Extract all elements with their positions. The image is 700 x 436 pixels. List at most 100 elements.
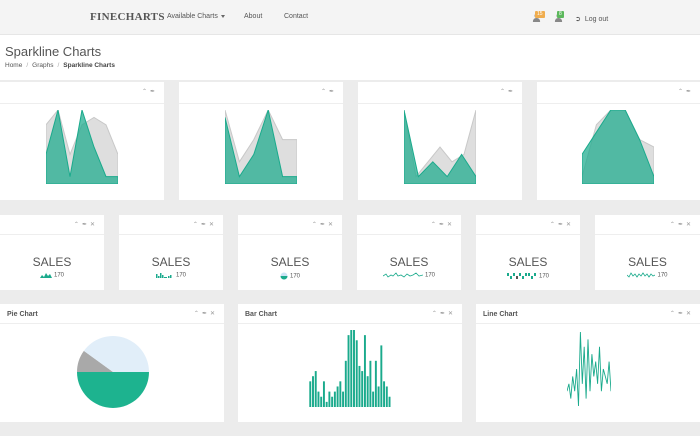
nav-about[interactable]: About xyxy=(244,13,263,20)
settings-icon[interactable]: ✒ xyxy=(677,222,686,228)
sales-stat: 170 xyxy=(0,272,104,279)
pie-slice xyxy=(83,336,149,372)
collapse-icon[interactable]: ⌃ xyxy=(311,222,320,228)
mini-tristate-sparkline xyxy=(506,273,536,279)
collapse-icon[interactable]: ⌃ xyxy=(430,222,439,228)
logout-icon: ➲ xyxy=(575,16,581,23)
settings-icon[interactable]: ✒ xyxy=(319,222,328,228)
sales-widget-4: ⌃✒✕ SALES 170 xyxy=(357,215,461,290)
bar xyxy=(361,371,364,407)
close-icon[interactable]: ✕ xyxy=(685,311,694,317)
close-icon[interactable]: ✕ xyxy=(565,222,574,228)
bar xyxy=(363,335,366,407)
panel-tools: ⌃✒✕ xyxy=(193,221,217,228)
notification-badge-green: 8 xyxy=(557,11,564,18)
settings-icon[interactable]: ✒ xyxy=(677,311,686,317)
settings-icon[interactable]: ✒ xyxy=(507,89,516,95)
settings-icon[interactable]: ✒ xyxy=(439,311,448,317)
sales-label: SALES xyxy=(151,255,191,269)
collapse-icon[interactable]: ⌃ xyxy=(431,311,440,317)
sales-value: 170 xyxy=(53,272,64,279)
pie-chart-panel: Pie Chart ⌃✒✕ xyxy=(0,304,224,422)
area-chart-2 xyxy=(225,110,297,184)
settings-icon[interactable]: ✒ xyxy=(200,222,209,228)
bar xyxy=(320,396,323,407)
bar xyxy=(366,376,369,407)
area-series-teal xyxy=(46,110,118,184)
collapse-icon[interactable]: ⌃ xyxy=(669,311,678,317)
bar xyxy=(317,391,320,407)
logout-link[interactable]: ➲ Log out xyxy=(575,15,608,23)
line-chart xyxy=(567,332,611,406)
pie-slice xyxy=(77,350,113,372)
bar xyxy=(339,381,342,407)
notification-badge-orange: 15 xyxy=(535,11,545,18)
bar xyxy=(385,386,388,407)
breadcrumb-graphs[interactable]: Graphs xyxy=(32,62,54,69)
caret-down-icon xyxy=(220,14,225,18)
mini-bar-sparkline xyxy=(155,273,172,278)
panel-header: ⌃✒✕ xyxy=(595,215,700,235)
collapse-icon[interactable]: ⌃ xyxy=(669,222,678,228)
sales-stat: 170 xyxy=(476,272,580,280)
sales-label: SALES xyxy=(32,255,72,269)
close-icon[interactable]: ✕ xyxy=(685,222,694,228)
close-icon[interactable]: ✕ xyxy=(327,222,336,228)
bar-chart xyxy=(309,330,391,407)
close-icon[interactable]: ✕ xyxy=(209,311,218,317)
area-chart-3 xyxy=(404,110,476,184)
close-icon[interactable]: ✕ xyxy=(447,311,456,317)
panel-header: Pie Chart ⌃✒✕ xyxy=(0,304,224,324)
panel-header: ⌃✒✕ xyxy=(357,215,461,235)
page-title: Sparkline Charts xyxy=(5,44,102,59)
settings-icon[interactable]: ✒ xyxy=(557,222,566,228)
collapse-icon[interactable]: ⌃ xyxy=(73,222,82,228)
close-icon[interactable]: ✕ xyxy=(446,222,455,228)
bar xyxy=(374,360,377,407)
bar xyxy=(377,386,380,407)
collapse-icon[interactable]: ⌃ xyxy=(193,311,202,317)
line-chart-panel: Line Chart ⌃✒✕ xyxy=(476,304,700,422)
panel-tools: ⌃✒✕ xyxy=(670,221,694,228)
mini-area-sparkline xyxy=(39,273,52,278)
logout-label: Log out xyxy=(584,16,609,23)
bar xyxy=(325,401,328,407)
sales-widget-5: ⌃✒✕ SALES 170 xyxy=(476,215,580,290)
panel-header: Bar Chart ⌃✒✕ xyxy=(238,304,462,324)
settings-icon[interactable]: ✒ xyxy=(81,222,90,228)
collapse-icon[interactable]: ⌃ xyxy=(320,89,329,95)
collapse-icon[interactable]: ⌃ xyxy=(192,222,201,228)
panel-tools: ⌃✒ xyxy=(678,88,694,95)
bar xyxy=(336,386,339,407)
collapse-icon[interactable]: ⌃ xyxy=(141,89,150,95)
nav-contact[interactable]: Contact xyxy=(284,13,309,20)
sales-value: 170 xyxy=(175,272,186,279)
close-icon[interactable]: ✕ xyxy=(89,222,98,228)
panel-tools: ⌃✒✕ xyxy=(550,221,574,228)
nav-available-charts-label: Available Charts xyxy=(167,13,218,20)
sales-label: SALES xyxy=(628,255,667,269)
settings-icon[interactable]: ✒ xyxy=(149,89,158,95)
bar xyxy=(353,330,355,407)
nav-available-charts[interactable]: Available Charts xyxy=(167,13,225,20)
collapse-icon[interactable]: ⌃ xyxy=(677,89,686,95)
sales-stat: 170 xyxy=(595,272,700,279)
sales-label: SALES xyxy=(270,255,310,269)
bar-chart-panel: Bar Chart ⌃✒✕ xyxy=(238,304,462,422)
settings-icon[interactable]: ✒ xyxy=(328,89,337,95)
close-icon[interactable]: ✕ xyxy=(208,222,217,228)
breadcrumb-home[interactable]: Home xyxy=(5,62,23,69)
bar xyxy=(331,396,334,407)
area-chart-4 xyxy=(582,110,654,184)
collapse-icon[interactable]: ⌃ xyxy=(549,222,558,228)
panel-header: ⌃✒✕ xyxy=(476,215,580,235)
brand-logo[interactable]: FINECHARTS xyxy=(90,11,165,23)
collapse-icon[interactable]: ⌃ xyxy=(499,89,508,95)
breadcrumb: Home / Graphs / Sparkline Charts xyxy=(5,62,115,69)
panel-header: ⌃✒ xyxy=(537,82,700,104)
settings-icon[interactable]: ✒ xyxy=(685,89,694,95)
settings-icon[interactable]: ✒ xyxy=(438,222,447,228)
panel-header: ⌃✒ xyxy=(0,82,164,104)
panel-tools: ⌃✒ xyxy=(142,88,158,95)
settings-icon[interactable]: ✒ xyxy=(201,311,210,317)
